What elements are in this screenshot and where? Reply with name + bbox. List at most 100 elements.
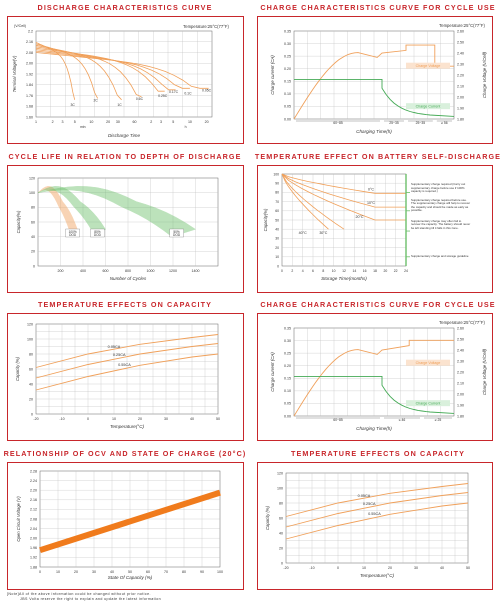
self-discharge-xtick: 8: [322, 269, 324, 273]
capacity-2-series-line: [285, 492, 469, 528]
capacity-title-2: TEMPERATURE EFFECTS ON CAPACITY: [291, 449, 465, 458]
ocv-ytick: 2.00: [30, 537, 37, 541]
ocv-xlabel: State Of Capacity (%): [108, 575, 153, 580]
discharge-xtick-min: 10: [89, 120, 93, 124]
ocv-ytick: 1.92: [30, 556, 37, 560]
cycle-life-label-dod: DOD: [69, 233, 77, 237]
capacity-2-ytick: 40: [279, 531, 283, 535]
ocv-xtick: 80: [182, 570, 186, 574]
ocv-line: [39, 489, 221, 554]
charge-cycle-2-ytick-right: 2.10: [457, 381, 464, 385]
charge-cycle-1-ytick-left: 0.20: [284, 67, 291, 71]
charge-cycle-1-ylabel-right: Charge Voltage (V/Cell): [482, 51, 487, 98]
self-discharge-temp-label: 40°C: [299, 231, 307, 235]
ocv-ytick: 2.16: [30, 498, 37, 502]
cycle-life-ytick: 20: [31, 250, 35, 254]
capacity-1-xtick: 50: [216, 417, 220, 421]
charge-cycle-2-xsegment: 60~85: [333, 418, 343, 422]
self-discharge-ytick: 80: [275, 191, 279, 195]
discharge-xunit-min: min: [80, 125, 86, 129]
capacity-1-xtick: -10: [59, 417, 64, 421]
self-discharge-annotation-box: Supplementary charge may often fail to r…: [411, 220, 470, 230]
charge-cycle-1-ytick-right: 2.20: [457, 73, 464, 77]
capacity-2-xtick: 50: [466, 566, 470, 570]
discharge-series-label: 0.6C: [136, 97, 144, 101]
charge-cycle-1-ytick-right: 1.90: [457, 106, 464, 110]
ocv-xtick: 70: [164, 570, 168, 574]
capacity-2-series-line: [285, 502, 469, 540]
charge-cycle-1-xsegment: 60~85: [333, 121, 343, 125]
capacity-2-ytick: 60: [279, 516, 283, 520]
charge-cycle-1-ytick-right: 2.30: [457, 62, 464, 66]
charge-cycle-1-temp-label: Temperature:25°C(77°F): [439, 23, 485, 28]
self-discharge-ytick: 90: [275, 182, 279, 186]
self-discharge-ytick: 70: [275, 200, 279, 204]
self-discharge-ytick: 50: [275, 218, 279, 222]
capacity-1-xlabel: Temperature(°C): [110, 424, 145, 429]
self-discharge-title: TEMPERATURE EFFECT ON BATTERY SELF-DISCH…: [254, 152, 502, 161]
discharge-ytick: 1.60: [26, 115, 33, 119]
capacity-1-series-label: 0.25CA: [113, 353, 126, 357]
charge-cycle-2-ytick-right: 2.30: [457, 359, 464, 363]
discharge-ytick: 2.16: [26, 40, 33, 44]
capacity-2-xtick: 20: [388, 566, 392, 570]
discharge-series-label: 0.25C: [158, 94, 168, 98]
ocv-ytick: 1.96: [30, 546, 37, 550]
charge-cycle-1-ytick-left: 0.35: [284, 29, 291, 33]
capacity-1-ylabel: Capacity (%): [15, 356, 20, 381]
capacity-2-xtick: -10: [309, 566, 314, 570]
ocv-chart: 2.28 2.24 2.20 2.16 2.12 2.08 2.04 2.00 1.96 1.92…: [16, 469, 223, 580]
charge-cycle-1-current-legend-bg: [406, 103, 450, 110]
capacity-2-series-label: 0.25CA: [363, 502, 376, 506]
capacity-2-ytick: 120: [277, 471, 283, 475]
self-discharge-ytick: 60: [275, 209, 279, 213]
charge-cycle-2-ytick-right: 2.00: [457, 392, 464, 396]
self-discharge-xtick: 0: [281, 269, 283, 273]
ocv-ytick: 2.28: [30, 469, 37, 473]
ocv-xtick: 100: [217, 570, 223, 574]
discharge-xunit-h: h: [185, 125, 187, 129]
ocv-ytick: 2.20: [30, 489, 37, 493]
charge-cycle-2-current-legend: Charge Current: [416, 402, 441, 406]
cycle-life-ytick: 40: [31, 235, 35, 239]
charge-cycle-2-ytick-right: 2.40: [457, 348, 464, 352]
cycle-life-label-box: [169, 228, 184, 238]
capacity-1-xtick: -20: [33, 417, 38, 421]
cycle-life-xtick: 1400: [192, 269, 200, 273]
charge-cycle-2-ylabel-right: Charge Voltage (V/Cell): [482, 348, 487, 395]
cycle-life-xtick: 800: [125, 269, 131, 273]
self-discharge-xtick: 20: [383, 269, 387, 273]
discharge-series-label: 1C: [117, 103, 122, 107]
discharge-chart: Temperature:25°C(77°F) (V/Cell) Terminal V…: [12, 24, 229, 138]
ocv-xtick: 40: [110, 570, 114, 574]
capacity-1-ytick: 60: [29, 367, 33, 371]
ocv-xtick: 20: [74, 570, 78, 574]
discharge-series-label: 0.1C: [184, 91, 192, 95]
discharge-ytick: 2.2: [28, 29, 33, 33]
self-discharge-ytick: 10: [275, 255, 279, 259]
ocv-ytick: 2.12: [30, 508, 37, 512]
discharge-xtick-min: 3: [61, 120, 63, 124]
discharge-ytick: 2.00: [26, 62, 33, 66]
charge-cycle-2-ytick-left: 0.10: [284, 389, 291, 393]
self-discharge-xtick: 16: [363, 269, 367, 273]
self-discharge-temp-label: 0°C: [368, 187, 374, 191]
cycle-life-ytick: 100: [29, 191, 35, 195]
self-discharge-annotation-box: Supplementary charge required before use…: [411, 199, 470, 212]
capacity-1-series-line: [35, 334, 219, 368]
discharge-temp-label: Temperature:25°C(77°F): [183, 24, 229, 29]
capacity-panel-2: 120 100 80 60 40 20 0 -20 -10 0 10 20 30 40 50 Capacity…: [257, 462, 493, 590]
discharge-series-label: 0.17C: [169, 90, 179, 94]
discharge-ytick: 1.68: [26, 105, 33, 109]
capacity-1-ytick: 20: [29, 397, 33, 401]
capacity-1-xtick: 40: [190, 417, 194, 421]
charge-cycle-2-ytick-right: 1.80: [457, 414, 464, 418]
charge-cycle-panel-1: Temperature:25°C(77°F) 0.35 0.30 0.25 0.20 0.…: [257, 16, 493, 144]
self-discharge-xtick: 22: [394, 269, 398, 273]
ocv-ytick: 2.04: [30, 527, 37, 531]
charge-cycle-2-current-line: [294, 375, 455, 414]
cycle-life-ytick: 80: [31, 206, 35, 210]
cycle-life-xtick: 1000: [147, 269, 155, 273]
self-discharge-xtick: 4: [302, 269, 304, 273]
